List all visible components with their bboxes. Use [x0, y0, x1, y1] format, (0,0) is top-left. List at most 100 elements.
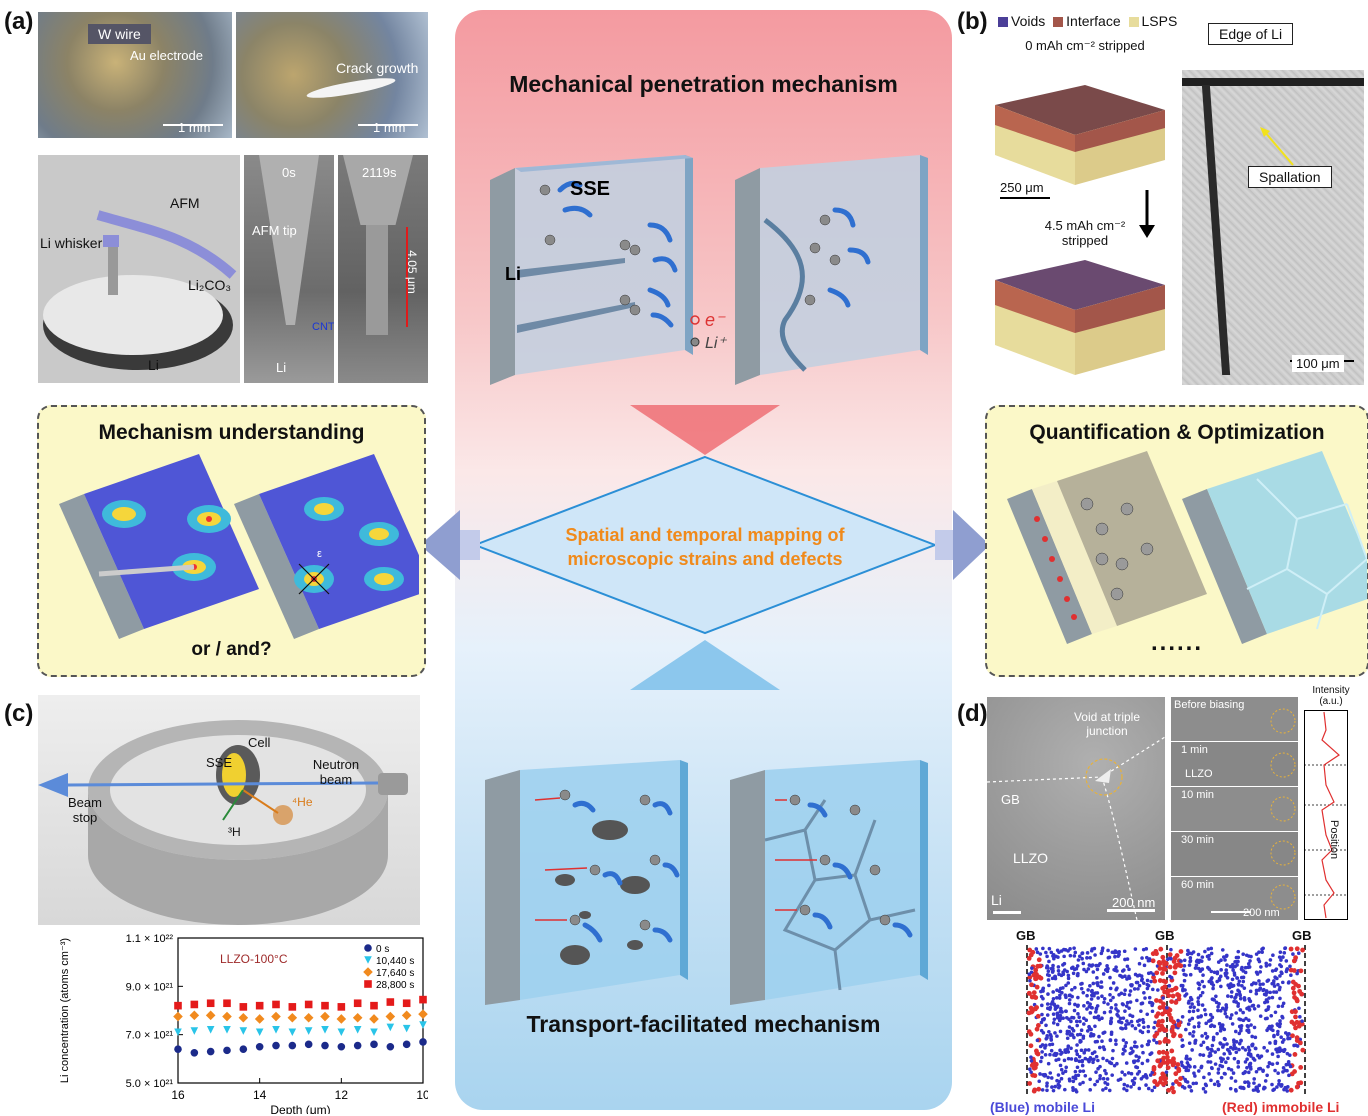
- mobile-li-atom: [1137, 1086, 1142, 1091]
- immobile-li-atom: [1156, 960, 1162, 965]
- mobile-li-atom: [1047, 946, 1052, 951]
- mobile-li-atom: [1121, 1052, 1125, 1056]
- immobile-li-atom: [1034, 1005, 1040, 1010]
- mobile-li-atom: [1096, 1066, 1100, 1071]
- mobile-li-atom: [1184, 1065, 1189, 1070]
- mobile-li-atom: [1231, 968, 1235, 972]
- mobile-li-atom: [1288, 964, 1292, 969]
- mobile-li-atom: [1241, 969, 1246, 973]
- mobile-li-atom: [1108, 998, 1113, 1003]
- x-tick-label: 10: [416, 1088, 428, 1102]
- mobile-li-atom: [1124, 1061, 1129, 1065]
- mobile-li-atom: [1146, 958, 1151, 963]
- mobile-li-atom: [1101, 1056, 1105, 1061]
- mobile-li-atom: [1078, 1082, 1082, 1086]
- mobile-li-atom: [1216, 1008, 1220, 1013]
- mobile-li-atom: [1045, 1081, 1049, 1085]
- mobile-li-atom: [1278, 1019, 1282, 1023]
- mobile-li-atom: [1223, 958, 1227, 962]
- data-point: [190, 1000, 199, 1009]
- legend-marker: [364, 956, 372, 964]
- mobile-li-atom: [1217, 976, 1222, 981]
- mobile-li-atom: [1236, 959, 1240, 964]
- mobile-li-atom: [1254, 988, 1259, 993]
- mobile-li-atom: [1062, 1058, 1067, 1063]
- mobile-li-atom: [1066, 949, 1070, 953]
- mobile-li-atom: [1258, 982, 1262, 987]
- mobile-li-atom: [1045, 1035, 1049, 1040]
- mobile-li-atom: [1223, 1008, 1227, 1013]
- mobile-li-atom: [1197, 986, 1201, 991]
- mobile-li-atom: [1226, 1066, 1231, 1071]
- neutron-beam-label: Neutron beam: [312, 757, 360, 787]
- frame-label: 60 min: [1181, 879, 1215, 891]
- mobile-li-atom: [1129, 1046, 1134, 1051]
- mobile-li-atom: [1051, 990, 1055, 994]
- mobile-li-atom: [1109, 1061, 1114, 1066]
- mobile-li-atom: [1079, 986, 1084, 991]
- mobile-li-atom: [1073, 1076, 1078, 1081]
- mobile-li-atom: [1080, 1063, 1085, 1068]
- immobile-li-atom: [1294, 1038, 1300, 1044]
- mobile-li-atom: [1120, 1070, 1124, 1074]
- data-point: [321, 1041, 329, 1050]
- mobile-li-atom: [1204, 1021, 1208, 1026]
- mobile-li-atom: [1286, 981, 1291, 985]
- mobile-li-atom: [1075, 973, 1080, 978]
- frame-30min: 30 min: [1171, 832, 1298, 877]
- immobile-li-atom: [1288, 1087, 1294, 1093]
- mobile-li-atom: [1085, 1000, 1090, 1005]
- mobile-li-atom: [1258, 1014, 1263, 1018]
- immobile-li-atom: [1294, 946, 1300, 952]
- mobile-li-atom: [1051, 1012, 1056, 1016]
- mobile-li-atom: [1074, 1073, 1078, 1078]
- mobile-li-atom: [1241, 1085, 1245, 1090]
- mobile-li-atom: [1142, 1025, 1146, 1030]
- legend-marker: [364, 944, 372, 952]
- mobile-li-atom: [1049, 950, 1054, 955]
- spallation-arrow-icon: [1260, 127, 1294, 166]
- immobile-label: (Red) immobile Li: [1222, 1099, 1340, 1115]
- mobile-li-atom: [1097, 1045, 1102, 1050]
- mobile-li-atom: [1129, 1071, 1134, 1076]
- mobile-li-atom: [1191, 1034, 1195, 1038]
- mobile-li-atom: [1144, 1074, 1149, 1078]
- y-tick-label: 9.0 × 10²¹: [126, 981, 174, 993]
- mobile-li-atom: [1069, 1019, 1073, 1024]
- mobile-li-atom: [1238, 1008, 1243, 1012]
- data-point: [353, 1041, 362, 1050]
- mobile-li-atom: [1278, 1022, 1282, 1026]
- mobile-li-atom: [1075, 1052, 1080, 1057]
- y-tick-label: 1.1 × 10²²: [126, 933, 174, 945]
- mobile-li-atom: [1196, 999, 1200, 1004]
- data-point: [271, 1011, 281, 1022]
- frame-10min: 10 min: [1171, 787, 1298, 832]
- mobile-li-atom: [1152, 1025, 1156, 1030]
- mobile-li-atom: [1043, 1052, 1048, 1057]
- mobile-li-atom: [1078, 1069, 1082, 1074]
- frame-1min: 1 min LLZO: [1171, 742, 1298, 787]
- mobile-li-atom: [1100, 1039, 1104, 1043]
- mobile-li-atom: [1070, 994, 1074, 999]
- mobile-li-atom: [1182, 1086, 1187, 1090]
- mobile-li-atom: [1079, 1028, 1084, 1033]
- mobile-li-atom: [1191, 1030, 1196, 1034]
- mobile-li-atom: [1089, 1057, 1093, 1061]
- mobile-li-atom: [1133, 1026, 1138, 1031]
- mobile-li-atom: [1184, 1068, 1188, 1073]
- mobile-li-atom: [1193, 966, 1198, 970]
- mobile-li-atom: [1236, 949, 1241, 954]
- immobile-li-atom: [1177, 1033, 1183, 1039]
- scale-label: 200 nm: [1243, 907, 1280, 919]
- immobile-li-atom: [1033, 976, 1038, 982]
- mobile-li-atom: [1152, 1038, 1156, 1042]
- data-point: [255, 1001, 264, 1010]
- mobile-li-atom: [1245, 1057, 1249, 1062]
- mobile-li-atom: [1193, 1074, 1197, 1078]
- immobile-li-atom: [1027, 947, 1033, 953]
- scale-label: 200 nm: [1112, 895, 1156, 910]
- scale-bar: [1107, 909, 1155, 912]
- mobile-li-atom: [1040, 1003, 1044, 1008]
- data-point: [401, 1010, 412, 1021]
- data-point: [190, 1048, 199, 1057]
